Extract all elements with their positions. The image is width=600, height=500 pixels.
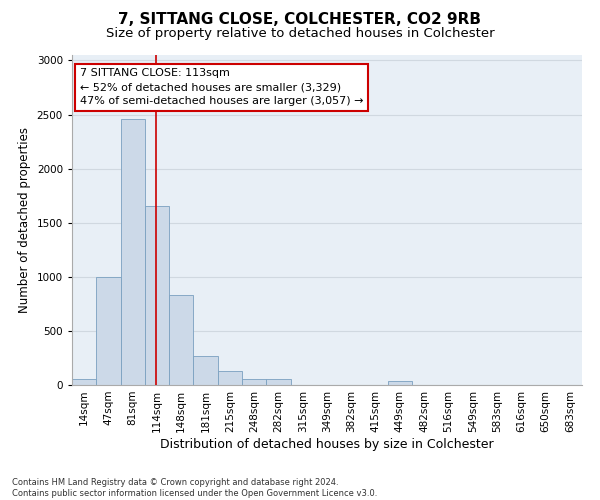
Bar: [121, 119, 145, 385]
Text: 7, SITTANG CLOSE, COLCHESTER, CO2 9RB: 7, SITTANG CLOSE, COLCHESTER, CO2 9RB: [119, 12, 482, 28]
Bar: [72, 378, 96, 385]
Bar: [242, 379, 266, 385]
Bar: [218, 371, 242, 385]
Text: Size of property relative to detached houses in Colchester: Size of property relative to detached ho…: [106, 28, 494, 40]
X-axis label: Distribution of detached houses by size in Colchester: Distribution of detached houses by size …: [160, 438, 494, 450]
Text: Contains HM Land Registry data © Crown copyright and database right 2024.
Contai: Contains HM Land Registry data © Crown c…: [12, 478, 377, 498]
Bar: [145, 206, 169, 385]
Text: 7 SITTANG CLOSE: 113sqm
← 52% of detached houses are smaller (3,329)
47% of semi: 7 SITTANG CLOSE: 113sqm ← 52% of detache…: [80, 68, 363, 106]
Bar: [193, 356, 218, 385]
Bar: [96, 277, 121, 385]
Bar: [266, 379, 290, 385]
Bar: [388, 381, 412, 385]
Bar: [169, 295, 193, 385]
Y-axis label: Number of detached properties: Number of detached properties: [18, 127, 31, 313]
